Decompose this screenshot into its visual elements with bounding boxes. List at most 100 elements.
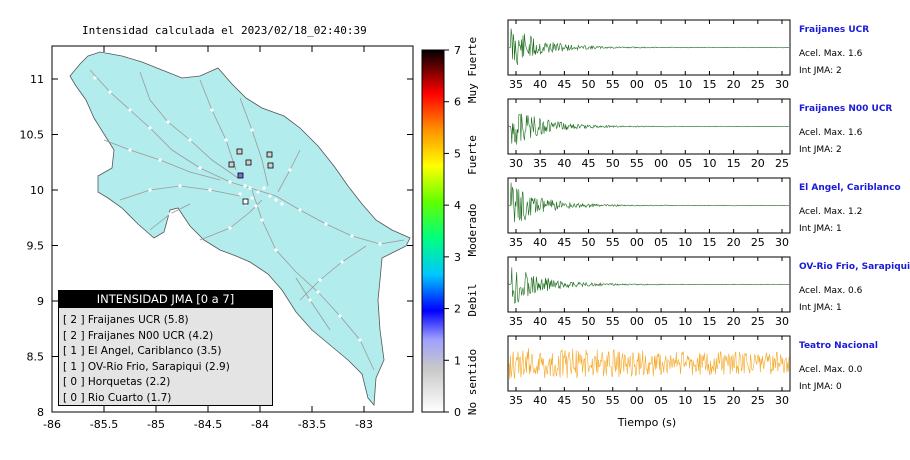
station-acel-max: Acel. Max. 0.0 xyxy=(799,365,863,375)
waveform-tick-label: 20 xyxy=(727,78,741,91)
town-markers xyxy=(93,76,382,342)
map-x-tick-label: -84 xyxy=(251,418,269,431)
station-int-jma: Int JMA: 0 xyxy=(799,382,842,392)
waveform-tick-label: 10 xyxy=(678,315,692,328)
costa-rica-landmass xyxy=(69,51,411,406)
waveform-tick-label: 45 xyxy=(582,157,596,170)
station-name: OV-Rio Frio, Sarapiqui xyxy=(799,262,910,272)
colorbar-tick-label: 0 xyxy=(454,406,461,419)
map-title: Intensidad calculada el 2023/02/18_02:40… xyxy=(82,24,367,37)
waveform-tick-label: 55 xyxy=(606,78,620,91)
waveform-trace xyxy=(508,267,790,304)
map-y-tick-label: 10.5 xyxy=(20,129,45,142)
waveform-tick-label: 15 xyxy=(727,157,741,170)
station-acel-max: Acel. Max. 0.6 xyxy=(799,286,863,296)
station-int-jma: Int JMA: 1 xyxy=(799,224,842,234)
waveform-tick-label: 10 xyxy=(702,157,716,170)
waveform-tick-label: 35 xyxy=(533,157,547,170)
waveform-tick-label: 10 xyxy=(678,394,692,407)
station-acel-max: Acel. Max. 1.2 xyxy=(799,207,862,217)
station-int-jma: Int JMA: 1 xyxy=(799,303,842,313)
map-x-tick-label: -86 xyxy=(43,418,61,431)
waveform-tick-label: 15 xyxy=(702,394,716,407)
waveform-x-label: Tiempo (s) xyxy=(617,416,676,429)
colorbar-tick-label: 6 xyxy=(454,96,461,109)
waveform-tick-label: 55 xyxy=(630,157,644,170)
waveform-tick-label: 20 xyxy=(727,394,741,407)
waveform-tick-label: 40 xyxy=(533,78,547,91)
legend-title: INTENSIDAD JMA [0 a 7] xyxy=(59,291,272,308)
colorbar-category-label: Moderado xyxy=(466,204,479,257)
waveform-frame xyxy=(507,335,791,392)
waveform-tick-label: 20 xyxy=(727,315,741,328)
seismic-stations xyxy=(228,148,274,205)
waveform-tick-label: 00 xyxy=(630,236,644,249)
map-y-tick-label: 8 xyxy=(37,406,44,419)
waveform-panel: 35 40 45 50 55 00 05 10 15 20 25 30 Teatro Nacional A… xyxy=(507,335,878,407)
waveform-tick-label: 30 xyxy=(775,236,789,249)
waveform-trace xyxy=(508,348,790,379)
waveform-tick-label: 50 xyxy=(582,394,596,407)
waveform-tick-label: 35 xyxy=(509,315,523,328)
colorbar-category-label: Fuerte xyxy=(466,135,479,175)
waveform-panel: 35 40 45 50 55 00 05 10 15 20 25 30 OV-Rio Frio, Sar… xyxy=(507,256,910,328)
station-name: Fraijanes UCR xyxy=(799,25,869,35)
station-name: Fraijanes N00 UCR xyxy=(799,104,892,114)
map-x-tick-label: -85.5 xyxy=(90,418,118,431)
station-int-jma: Int JMA: 2 xyxy=(799,66,842,76)
waveform-tick-label: 10 xyxy=(678,78,692,91)
legend-item: [ 1 ] OV-Rio Frio, Sarapiqui (2.9) xyxy=(63,360,230,373)
station-acel-max: Acel. Max. 1.6 xyxy=(799,49,863,59)
intensity-legend: INTENSIDAD JMA [0 a 7] [ 2 ] Fraijanes U… xyxy=(58,290,273,406)
waveform-tick-label: 05 xyxy=(654,394,668,407)
waveform-trace xyxy=(508,113,790,145)
waveform-tick-label: 40 xyxy=(533,394,547,407)
waveform-tick-label: 30 xyxy=(509,157,523,170)
waveform-tick-label: 35 xyxy=(509,236,523,249)
waveform-tick-label: 05 xyxy=(678,157,692,170)
waveform-tick-label: 05 xyxy=(654,78,668,91)
map-y-tick-label: 10 xyxy=(30,184,44,197)
waveform-tick-label: 25 xyxy=(751,315,765,328)
station-acel-max: Acel. Max. 1.6 xyxy=(799,128,863,138)
waveform-tick-label: 15 xyxy=(702,236,716,249)
colorbar-tick-label: 4 xyxy=(454,199,461,212)
map-y-tick-label: 9.5 xyxy=(27,240,45,253)
waveform-tick-label: 30 xyxy=(775,78,789,91)
waveform-tick-label: 20 xyxy=(727,236,741,249)
map-x-tick-label: -85 xyxy=(147,418,165,431)
waveform-tick-label: 40 xyxy=(533,236,547,249)
map-x-tick-label: -83.5 xyxy=(298,418,326,431)
waveform-tick-label: 50 xyxy=(582,315,596,328)
waveform-tick-label: 25 xyxy=(751,78,765,91)
intensity-colorbar: 0 1 2 3 4 5 6 7 No sentido Debil Moderado Fuerte Mu… xyxy=(421,37,479,419)
legend-item: [ 0 ] Rio Cuarto (1.7) xyxy=(63,391,172,404)
waveform-panel: 30 35 40 45 50 55 00 05 10 15 20 25 Fraijanes N00 UC… xyxy=(507,98,892,170)
waveform-tick-label: 20 xyxy=(751,157,765,170)
colorbar-category-label: Muy Fuerte xyxy=(466,37,479,103)
legend-item: [ 2 ] Fraijanes N00 UCR (4.2) xyxy=(63,329,214,342)
waveform-tick-label: 10 xyxy=(678,236,692,249)
waveform-tick-label: 05 xyxy=(654,236,668,249)
waveform-tick-label: 30 xyxy=(775,315,789,328)
colorbar-tick-label: 2 xyxy=(454,303,461,316)
waveform-tick-label: 00 xyxy=(654,157,668,170)
waveform-trace xyxy=(508,28,790,66)
waveform-tick-label: 40 xyxy=(557,157,571,170)
map-y-tick-label: 11 xyxy=(30,73,44,86)
legend-item: [ 0 ] Horquetas (2.2) xyxy=(63,376,171,388)
station-name: El Angel, Cariblanco xyxy=(799,183,901,193)
legend-list: [ 2 ] Fraijanes UCR (5.8) [ 2 ] Fraijane… xyxy=(59,308,272,406)
waveform-tick-label: 00 xyxy=(630,394,644,407)
waveform-tick-label: 50 xyxy=(582,78,596,91)
waveform-tick-label: 15 xyxy=(702,78,716,91)
waveform-panels: 35 40 45 50 55 00 05 10 15 20 25 30 Fraijanes UCR Ace… xyxy=(507,19,910,407)
waveform-tick-label: 45 xyxy=(557,78,571,91)
waveform-tick-label: 50 xyxy=(606,157,620,170)
waveform-panel: 35 40 45 50 55 00 05 10 15 20 25 30 El Angel, Caribl… xyxy=(507,177,901,249)
colorbar-category-label: Debil xyxy=(466,283,479,316)
colorbar-tick-label: 7 xyxy=(454,44,461,57)
map-x-tick-label: -83 xyxy=(355,418,373,431)
colorbar-category-label: No sentido xyxy=(466,349,479,415)
waveform-tick-label: 25 xyxy=(751,394,765,407)
